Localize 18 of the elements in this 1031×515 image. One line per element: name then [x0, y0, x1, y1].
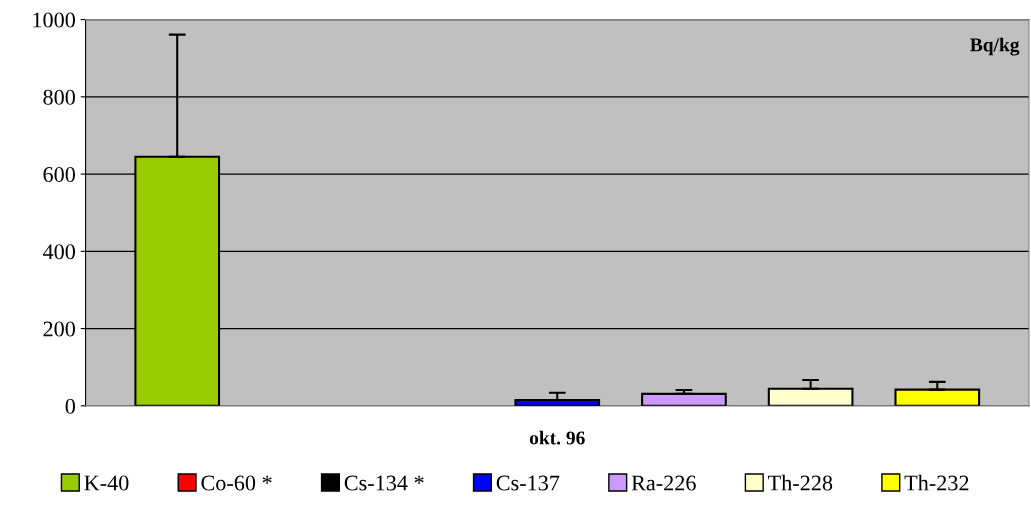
legend-label: Cs-137: [496, 475, 560, 491]
legend-label: K-40: [84, 475, 129, 491]
y-tick-label: 800: [43, 89, 75, 105]
y-tick-label: 1000: [33, 12, 75, 28]
x-tick-label: okt. 96: [529, 430, 585, 445]
bar: [641, 392, 727, 406]
y-tick-label: 200: [43, 321, 75, 337]
legend-label: Cs-134 *: [344, 475, 424, 491]
legend-label: Ra-226: [631, 475, 696, 491]
y-tick-label: 600: [43, 167, 75, 182]
legend-label: Co-60 *: [201, 475, 272, 491]
bar: [894, 388, 981, 406]
annotation: Bq/kg: [970, 37, 1020, 56]
y-tick-label: 0: [65, 398, 75, 414]
bar: [767, 387, 854, 406]
legend-label: Th-232: [904, 474, 969, 491]
y-tick-label: 400: [42, 244, 75, 260]
legend-label: Th-228: [768, 474, 833, 491]
